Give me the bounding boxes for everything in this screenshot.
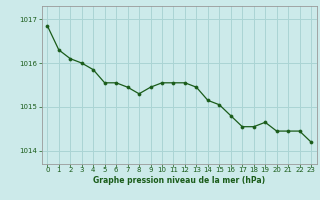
X-axis label: Graphe pression niveau de la mer (hPa): Graphe pression niveau de la mer (hPa)	[93, 176, 265, 185]
